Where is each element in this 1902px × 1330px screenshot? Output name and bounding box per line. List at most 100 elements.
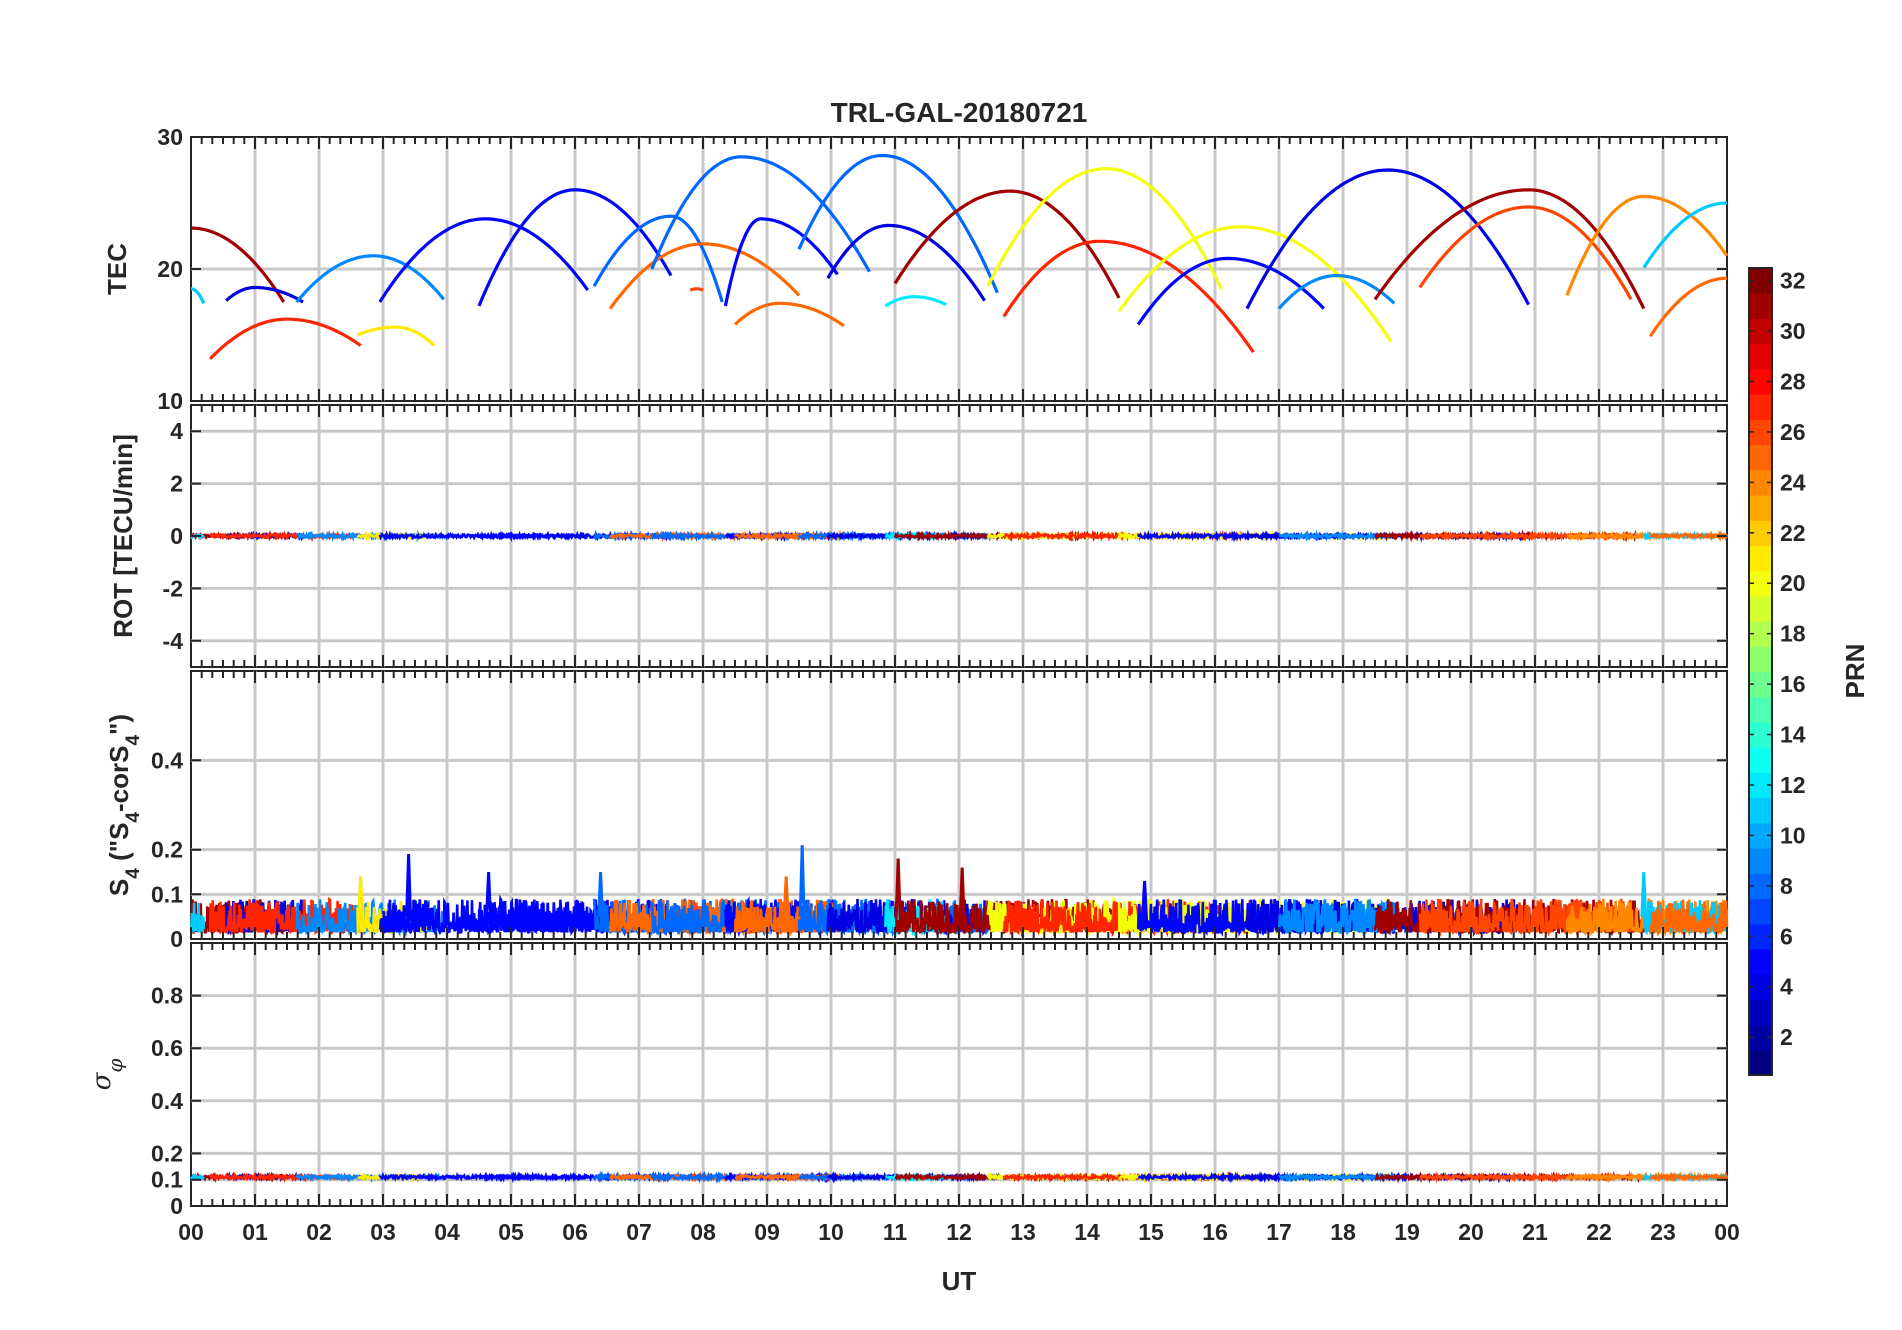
colorbar-band-prn-3: [1749, 999, 1772, 1026]
x-tick-label: 05: [498, 1219, 524, 1245]
colorbar-band-prn-1: [1749, 1049, 1772, 1076]
s4-spike: [1141, 880, 1149, 922]
x-tick-label: 21: [1522, 1219, 1548, 1245]
s4-y-tick-label: 0.4: [151, 747, 183, 773]
sigma-y-grid: [191, 994, 1727, 1182]
rot-top-ticks: [190, 405, 1728, 417]
colorbar-band-prn-30: [1749, 318, 1772, 345]
x-tick-label: 19: [1394, 1219, 1420, 1245]
tec-arc-prn-25: [608, 242, 801, 310]
s4-spike: [958, 867, 966, 922]
x-tick-label: 18: [1330, 1219, 1356, 1245]
x-axis-label: UT: [942, 1266, 977, 1296]
s4-y-tick-label: 0.2: [151, 837, 183, 863]
colorbar-tick-label: 22: [1780, 520, 1806, 546]
s4-tick-marks: [190, 671, 1728, 940]
s4-label-main: S: [104, 879, 134, 896]
x-tick-label: 03: [370, 1219, 396, 1245]
colorbar-band-prn-8: [1749, 873, 1772, 900]
tec-y-tick-label: 20: [157, 256, 183, 282]
s4-label-sub: 4: [123, 868, 144, 879]
colorbar-tick-label: 14: [1780, 722, 1806, 748]
colorbar-tick-label: 16: [1780, 671, 1806, 697]
tec-arc-prn-4: [225, 285, 304, 304]
colorbar-band-prn-32: [1749, 268, 1772, 294]
s4-label-close: "): [104, 714, 134, 735]
chart-title: TRL-GAL-20180721: [831, 97, 1088, 128]
rot-series: [189, 529, 1729, 543]
x-tick-label: 06: [562, 1219, 588, 1245]
rot-trace-prn-27: [209, 529, 362, 542]
x-tick-label: 10: [818, 1219, 844, 1245]
sigma-y-tick-label: 0: [170, 1193, 183, 1219]
colorbar-band-prn-29: [1749, 343, 1772, 370]
sigma-trace-prn-11: [189, 1172, 205, 1181]
colorbar-band-prn-7: [1749, 898, 1772, 925]
colorbar-band-prn-9: [1749, 848, 1772, 874]
sigma-panel: 00.10.2 0.4 0.6 0.8 σφ: [87, 942, 1729, 1219]
s4-trace-prn-26: [1418, 898, 1633, 938]
colorbar-tick-label: 30: [1780, 318, 1806, 344]
colorbar-band-prn-22: [1749, 520, 1772, 547]
x-tick-label: 20: [1458, 1219, 1484, 1245]
x-tick-labels: 00 01 02 03 04 05 06 07 08 09 10 11 12 13 14 15 16 17 18 19…: [178, 1219, 1740, 1245]
x-tick-label: 08: [690, 1219, 716, 1245]
colorbar-band-prn-23: [1749, 494, 1772, 521]
tec-arc-prn-5: [378, 217, 590, 303]
s4-y-label: S4 ("S4-corS4"): [104, 714, 144, 896]
colorbar-tick-label: 2: [1780, 1024, 1793, 1050]
tec-arc-prn-25: [1648, 276, 1728, 338]
tec-arc-prn-27: [1002, 239, 1255, 354]
colorbar-tick-label: 28: [1780, 368, 1806, 394]
x-tick-label: 00: [178, 1219, 204, 1245]
tec-bottom-ticks: [190, 389, 1728, 401]
tec-tick-marks: [190, 136, 1728, 402]
s4-panel: 00.10.20.4 S4 ("S4-corS4"): [104, 670, 1729, 952]
colorbar-color-bands: [1749, 268, 1772, 1076]
colorbar-tick-label: 20: [1780, 570, 1806, 596]
rot-y-tick-label: -4: [163, 628, 184, 654]
colorbar-tick-label: 32: [1780, 268, 1806, 294]
colorbar-tick-label: 6: [1780, 923, 1793, 949]
s4-y-tick-labels: 0 0.1 0.2 0.4: [151, 747, 183, 952]
x-tick-label: 15: [1138, 1219, 1164, 1245]
x-tick-label: 09: [754, 1219, 780, 1245]
colorbar-label: PRN: [1840, 644, 1870, 699]
tec-arc-prn-12: [884, 295, 947, 308]
x-tick-label: 22: [1586, 1219, 1612, 1245]
s4-label-sub3: 4: [123, 735, 144, 746]
s4-spike: [782, 876, 790, 922]
tec-arc-prn-24: [1565, 194, 1729, 296]
rot-trace-prn-25: [1649, 530, 1728, 542]
colorbar-band-prn-5: [1749, 948, 1772, 975]
s4-label-open: ("S: [104, 823, 134, 869]
s4-series: [189, 845, 1729, 938]
colorbar-band-prn-19: [1749, 595, 1772, 622]
colorbar-band-prn-13: [1749, 747, 1772, 773]
tec-arc-prn-20: [986, 167, 1223, 290]
tec-arc-prn-25: [733, 301, 845, 328]
tec-arc-prn-4: [1245, 168, 1531, 310]
s4-y-tick-label: 0.1: [151, 881, 183, 907]
sigma-y-tick-labels: 00.10.2 0.4 0.6 0.8: [151, 983, 183, 1219]
colorbar-tick-label: 12: [1780, 772, 1806, 798]
sigma-top-ticks: [190, 943, 1728, 955]
tec-top-ticks: [190, 137, 1728, 149]
tec-arc-prn-31: [893, 189, 1121, 299]
sigma-series: [189, 1170, 1729, 1184]
tec-arc-prn-9: [295, 254, 446, 304]
tec-y-label: TEC: [102, 243, 132, 295]
colorbar-band-prn-10: [1749, 822, 1772, 849]
x-tick-label: 00: [1714, 1219, 1740, 1245]
s4-spike: [485, 871, 493, 922]
s4-y-ticks: [191, 759, 1727, 940]
sigma-y-tick-label: 0.8: [151, 983, 183, 1009]
colorbar-band-prn-20: [1749, 570, 1772, 597]
colorbar-band-prn-11: [1749, 797, 1772, 824]
tec-arc-prn-21: [356, 325, 436, 347]
tec-y-ticks: [191, 136, 1727, 402]
tec-panel: 10 20 30 TEC: [102, 124, 1729, 414]
s4-spike: [798, 845, 806, 922]
